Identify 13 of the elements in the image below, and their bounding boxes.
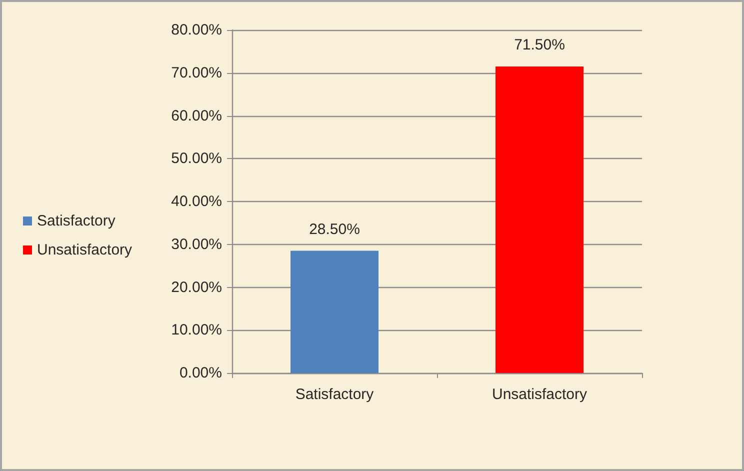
legend-label: Unsatisfactory [37,242,133,258]
y-tick-label: 80.00% [171,22,222,38]
y-tick-label: 20.00% [171,278,222,296]
y-tick-label: 60.00% [171,107,222,124]
data-label: 71.50% [514,36,565,54]
data-label: 28.50% [309,220,360,238]
y-tick-label: 50.00% [171,150,222,168]
y-tick-label: 10.00% [171,322,222,339]
y-tick-label: 30.00% [171,236,222,253]
y-tick-label: 40.00% [171,193,222,210]
y-tick-label: 70.00% [171,64,222,82]
y-tick-label: 0.00% [179,364,222,382]
legend-label: Satisfactory [37,212,116,230]
